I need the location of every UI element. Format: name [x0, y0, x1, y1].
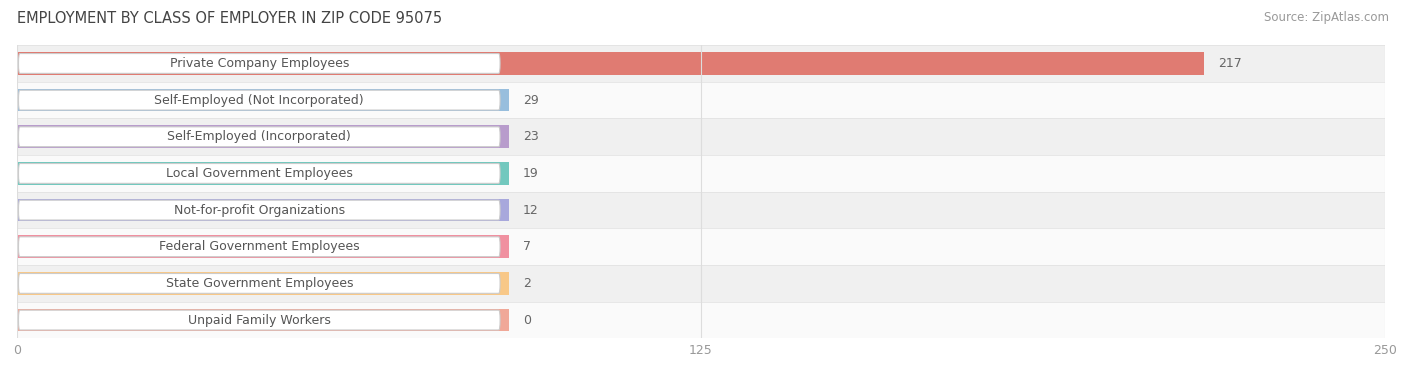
Text: Local Government Employees: Local Government Employees	[166, 167, 353, 180]
Text: 217: 217	[1218, 57, 1241, 70]
Text: 29: 29	[523, 94, 538, 107]
FancyBboxPatch shape	[18, 310, 501, 330]
Text: Private Company Employees: Private Company Employees	[170, 57, 349, 70]
FancyBboxPatch shape	[18, 200, 501, 220]
Bar	[17, 265, 1385, 302]
Text: Unpaid Family Workers: Unpaid Family Workers	[188, 314, 330, 327]
Bar	[17, 155, 1385, 192]
FancyBboxPatch shape	[18, 127, 501, 147]
Text: 2: 2	[523, 277, 531, 290]
Text: 12: 12	[523, 203, 538, 217]
Bar	[17, 302, 1385, 338]
Bar	[17, 192, 1385, 229]
Bar	[17, 229, 1385, 265]
Text: Source: ZipAtlas.com: Source: ZipAtlas.com	[1264, 11, 1389, 24]
Bar	[17, 162, 509, 185]
Bar	[17, 45, 1385, 82]
Bar	[17, 89, 509, 111]
Text: Not-for-profit Organizations: Not-for-profit Organizations	[174, 203, 344, 217]
Bar	[17, 126, 509, 148]
FancyBboxPatch shape	[18, 53, 501, 73]
Text: State Government Employees: State Government Employees	[166, 277, 353, 290]
Text: Self-Employed (Not Incorporated): Self-Employed (Not Incorporated)	[155, 94, 364, 107]
Bar	[17, 82, 1385, 118]
Bar	[17, 272, 509, 295]
Text: 0: 0	[523, 314, 531, 327]
Bar	[17, 309, 509, 331]
FancyBboxPatch shape	[18, 164, 501, 183]
Text: 19: 19	[523, 167, 538, 180]
FancyBboxPatch shape	[18, 90, 501, 110]
FancyBboxPatch shape	[18, 237, 501, 257]
Bar	[17, 118, 1385, 155]
FancyBboxPatch shape	[18, 273, 501, 293]
Text: Federal Government Employees: Federal Government Employees	[159, 240, 360, 253]
Bar	[17, 52, 1205, 75]
Text: Self-Employed (Incorporated): Self-Employed (Incorporated)	[167, 130, 352, 143]
Bar	[17, 199, 509, 221]
Text: 23: 23	[523, 130, 538, 143]
Bar	[17, 235, 509, 258]
Text: 7: 7	[523, 240, 531, 253]
Text: EMPLOYMENT BY CLASS OF EMPLOYER IN ZIP CODE 95075: EMPLOYMENT BY CLASS OF EMPLOYER IN ZIP C…	[17, 11, 441, 26]
